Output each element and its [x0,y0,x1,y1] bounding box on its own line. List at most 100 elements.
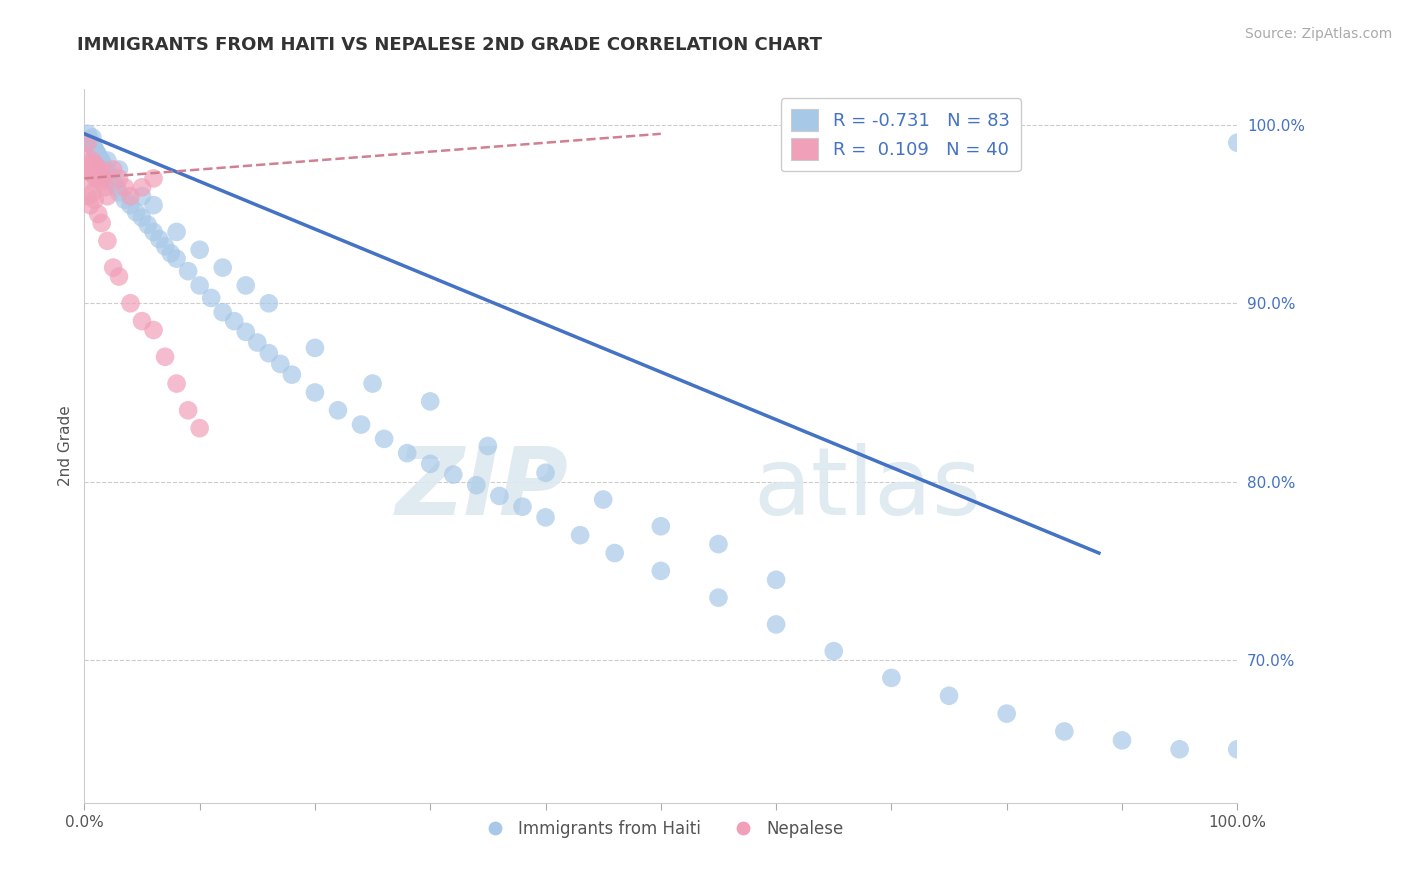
Point [108,186,131,200]
Point [105,180,128,194]
Point [131,211,153,225]
Point [96,166,118,180]
Point [98,171,121,186]
Text: Source: ZipAtlas.com: Source: ZipAtlas.com [1244,27,1392,41]
Point [83,157,105,171]
Point [211,305,233,319]
Point [84,145,107,159]
Point [79,157,101,171]
Point [995,706,1018,721]
Point [166,252,188,266]
Point [90,153,112,168]
Point [79,198,101,212]
Point [707,591,730,605]
Point [108,269,131,284]
Point [200,291,222,305]
Point [477,439,499,453]
Point [91,157,114,171]
Point [235,325,257,339]
Point [166,225,188,239]
Point [350,417,373,432]
Point [257,346,280,360]
Point [188,421,211,435]
Point [153,350,176,364]
Point [80,162,103,177]
Point [108,171,131,186]
Point [1053,724,1076,739]
Point [89,175,111,189]
Point [125,205,148,219]
Point [419,457,441,471]
Point [465,478,488,492]
Point [142,225,165,239]
Point [650,564,672,578]
Point [188,278,211,293]
Point [211,260,233,275]
Point [89,171,111,186]
Point [419,394,441,409]
Point [707,537,730,551]
Point [84,171,107,186]
Point [650,519,672,533]
Point [269,357,291,371]
Text: atlas: atlas [754,442,981,535]
Point [131,180,153,194]
Point [96,153,118,168]
Point [166,376,188,391]
Point [83,168,105,182]
Point [441,467,464,482]
Point [90,162,112,177]
Point [120,198,142,212]
Point [76,150,98,164]
Point [114,193,136,207]
Point [76,189,98,203]
Point [131,189,153,203]
Point [177,403,200,417]
Point [94,162,117,177]
Point [75,162,97,177]
Point [120,189,142,203]
Point [79,132,101,146]
Point [91,171,114,186]
Point [488,489,510,503]
Point [257,296,280,310]
Point [89,152,111,166]
Point [82,153,104,168]
Point [82,186,104,200]
Point [76,127,98,141]
Point [83,143,105,157]
Point [235,278,257,293]
Point [281,368,304,382]
Point [94,180,117,194]
Point [1111,733,1133,747]
Point [142,323,165,337]
Point [224,314,246,328]
Point [131,314,153,328]
Point [592,492,614,507]
Point [396,446,419,460]
Point [103,260,124,275]
Point [77,136,100,150]
Text: ZIP: ZIP [395,442,568,535]
Point [80,137,103,152]
Point [153,239,176,253]
Point [82,130,104,145]
Point [96,234,118,248]
Point [86,146,108,161]
Point [1226,136,1249,150]
Point [188,243,211,257]
Point [77,171,100,186]
Point [373,432,395,446]
Point [83,193,105,207]
Text: IMMIGRANTS FROM HAITI VS NEPALESE 2ND GRADE CORRELATION CHART: IMMIGRANTS FROM HAITI VS NEPALESE 2ND GR… [77,36,823,54]
Point [142,198,165,212]
Point [823,644,845,658]
Point [83,139,105,153]
Point [534,466,557,480]
Point [148,232,170,246]
Point [76,136,98,150]
Point [1168,742,1191,756]
Point [87,168,110,182]
Point [938,689,960,703]
Point [96,189,118,203]
